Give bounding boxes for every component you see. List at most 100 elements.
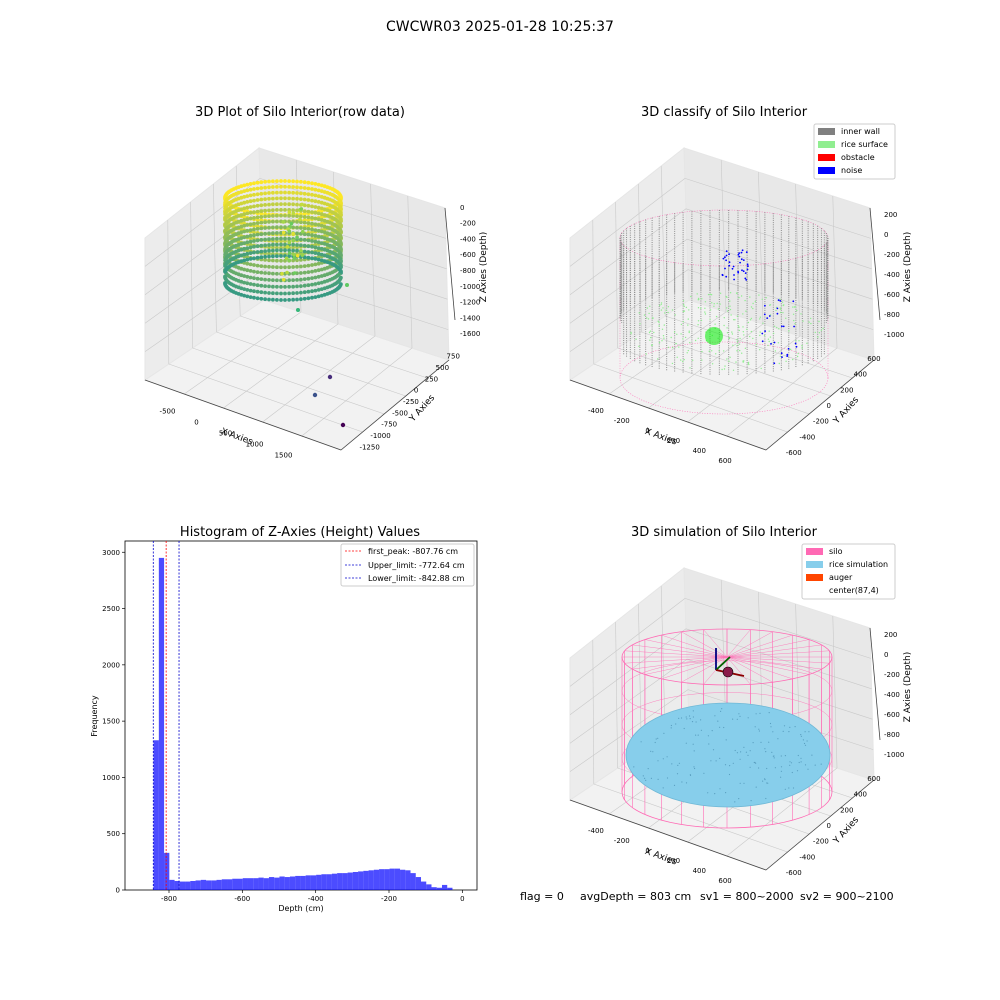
raw-wall-point: [271, 297, 275, 302]
classify-silo-bottom-ring: [619, 341, 829, 415]
classify-surface-point: [723, 368, 726, 370]
classify-surface-point: [682, 360, 684, 363]
classify-y-axis-label: Y Axies: [831, 395, 861, 427]
raw-wall-point: [252, 239, 256, 243]
histogram-x-tick-label: -600: [234, 895, 250, 903]
raw-wall-point: [339, 229, 343, 234]
raw-wall-point: [275, 245, 279, 250]
rice-simulation-point: [678, 762, 681, 764]
raw-wall-point: [339, 258, 343, 263]
simulation-grid-line: [569, 598, 686, 687]
raw-obstacle-point: [289, 221, 294, 226]
histogram-bar: [206, 880, 212, 890]
classify-surface-point: [730, 314, 732, 316]
classify-surface-point: [676, 333, 678, 335]
raw-wall-point: [302, 255, 307, 260]
raw-wall-point: [283, 236, 287, 241]
rice-simulation-point: [760, 741, 762, 744]
raw-wall-point: [248, 233, 253, 238]
classify-grid-line: [832, 195, 838, 349]
raw-wall-point: [263, 226, 267, 230]
classify-noise-point: [731, 267, 734, 270]
classify-surface-point: [713, 303, 715, 305]
raw-wall-point: [316, 281, 321, 286]
raw-wall-point: [245, 294, 250, 299]
classify-surface-point: [750, 330, 753, 333]
raw-wall-point: [245, 261, 250, 266]
classify-noise-point: [768, 315, 771, 317]
raw-wall-point: [299, 243, 303, 248]
histogram-x-ticks: -800 -600 -400 -200 0: [161, 890, 465, 903]
sim-y-tick-label: 400: [854, 791, 867, 799]
raw-wall-point: [255, 296, 260, 301]
classify-surface-point: [737, 325, 740, 327]
simulation-z-tick-labels: 200 0 -200 -400 -600 -800 -1000: [884, 631, 904, 759]
rice-simulation-point: [738, 798, 740, 800]
classify-noise-point: [761, 340, 764, 343]
rice-simulation-point: [783, 725, 786, 727]
rice-simulation-point: [739, 782, 741, 784]
raw-wall-point: [319, 293, 324, 298]
classify-surface-point: [748, 363, 750, 366]
raw-wall-point: [245, 281, 250, 286]
raw-z-tick-label: -800: [460, 267, 476, 275]
rice-simulation-point: [769, 722, 772, 725]
rice-simulation-point: [734, 749, 736, 752]
rice-simulation-point: [692, 710, 694, 712]
raw-wall-point: [319, 287, 324, 291]
raw-wall-point: [242, 241, 247, 246]
legend-upper-limit: Upper_limit: -772.64 cm: [368, 561, 465, 570]
raw-grid-line: [407, 195, 413, 349]
classify-y-tick-label: 0: [827, 402, 831, 410]
raw-data-plot: 3D Plot of Silo Interior(row data) -500 0…: [143, 105, 489, 460]
raw-wall-point: [248, 216, 253, 221]
histogram-bar: [342, 873, 348, 890]
classify-surface-point: [742, 326, 744, 328]
silo-roof-wire: [681, 631, 728, 658]
silo-roof-wire: [726, 629, 751, 658]
silo-roof-wire: [726, 656, 751, 685]
classify-surface-point: [647, 318, 650, 320]
raw-wall-point: [267, 202, 271, 207]
rice-simulation-point: [749, 750, 751, 752]
rice-simulation-point: [806, 740, 808, 742]
rice-simulation-point: [685, 742, 687, 744]
silo-roof-wire: [726, 656, 773, 683]
raw-wall-point: [339, 246, 343, 251]
raw-grid-line: [240, 315, 428, 379]
classify-noise-point: [747, 265, 749, 268]
rice-simulation-point: [764, 779, 766, 781]
rice-simulation-point: [697, 734, 699, 736]
classify-noise-point: [740, 251, 743, 254]
raw-wall-point: [319, 229, 324, 234]
rice-simulation-point: [688, 715, 691, 717]
raw-z-axis-line: [444, 207, 456, 321]
classify-grid-line: [609, 311, 727, 395]
histogram-bar: [321, 874, 327, 890]
histogram-bar: [373, 869, 380, 890]
rice-simulation-point: [794, 726, 796, 728]
raw-wall-point: [259, 226, 264, 231]
rice-simulation-point: [652, 751, 654, 753]
sim-z-tick-label: 200: [884, 631, 897, 639]
raw-wall-point: [271, 291, 275, 296]
raw-x-axis-label: X Axies: [219, 427, 254, 448]
raw-wall-point: [275, 219, 279, 224]
rice-simulation-point: [804, 764, 807, 766]
sim-x-tick-label: 200: [667, 857, 680, 865]
raw-wall-point: [339, 218, 343, 222]
raw-wall-point: [313, 210, 318, 215]
classify-surface-point: [734, 319, 736, 321]
classify-surface-point: [765, 297, 767, 299]
raw-wall-point: [275, 213, 279, 218]
classify-surface-point: [700, 319, 703, 322]
histogram-bar: [431, 887, 437, 890]
raw-wall-point: [316, 261, 321, 266]
classify-surface-point: [684, 336, 687, 339]
raw-wall-point: [252, 198, 256, 203]
raw-wall-point: [245, 223, 250, 227]
classify-noise-point: [746, 268, 749, 271]
simulation-plot-title: 3D simulation of Silo Interior: [631, 525, 818, 540]
rice-simulation-point: [753, 761, 755, 764]
classify-surface-point: [731, 333, 734, 335]
